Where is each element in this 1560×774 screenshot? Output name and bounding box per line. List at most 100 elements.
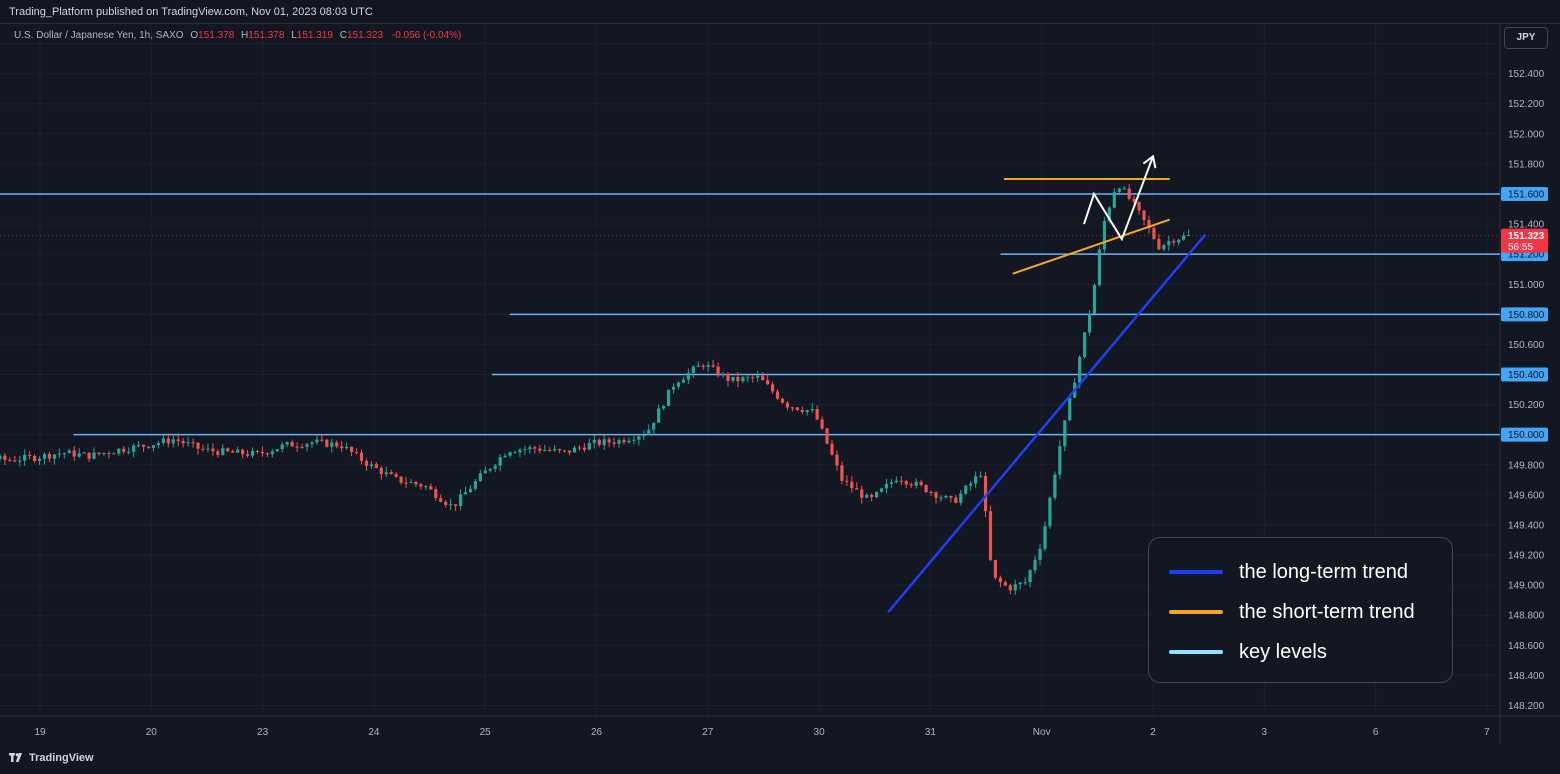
- candle-body: [1018, 582, 1022, 585]
- price-tick-label: 149.400: [1508, 520, 1545, 531]
- candle-body: [939, 497, 943, 499]
- tradingview-logo[interactable]: TradingView: [9, 752, 94, 764]
- candle-body: [607, 439, 611, 443]
- candle-body: [666, 389, 671, 407]
- candle-body: [399, 476, 403, 483]
- candle-body: [974, 476, 978, 484]
- low-label: L: [291, 30, 297, 41]
- tradingview-logo-text: TradingView: [29, 752, 94, 764]
- candle-body: [1137, 202, 1141, 211]
- time-tick-label: Nov: [1033, 727, 1051, 738]
- candle-body: [241, 449, 245, 455]
- candle-body: [622, 440, 626, 443]
- current-price-badge: [1501, 228, 1548, 253]
- candle-body: [231, 451, 235, 453]
- price-tick-label: 148.400: [1508, 671, 1545, 682]
- candle-body: [1053, 474, 1057, 498]
- candle-body: [879, 488, 884, 492]
- candle-body: [137, 444, 141, 446]
- candle-body: [52, 454, 57, 459]
- candle-body: [1028, 570, 1032, 583]
- candle-body: [117, 448, 121, 454]
- candle-body: [1043, 526, 1047, 549]
- candle-body: [884, 483, 889, 489]
- candle-body: [295, 446, 299, 448]
- close-value: 151.323: [346, 30, 384, 41]
- time-tick-label: 26: [591, 727, 603, 738]
- candle-body: [245, 454, 250, 456]
- candle-body: [919, 481, 923, 486]
- candle-body: [612, 442, 616, 444]
- candle-body: [741, 377, 745, 382]
- price-tick-label: 151.000: [1508, 280, 1545, 291]
- candle-body: [310, 442, 314, 445]
- candle-body: [894, 480, 898, 483]
- candle-body: [508, 452, 512, 456]
- time-tick-label: 23: [257, 727, 269, 738]
- candle-body: [13, 460, 17, 462]
- candle-body: [835, 454, 839, 466]
- candle-body: [518, 449, 522, 453]
- candle-body: [444, 501, 448, 505]
- candle-body: [830, 443, 834, 455]
- candle-body: [924, 485, 928, 492]
- candle-body: [1003, 582, 1007, 586]
- candle-body: [1013, 584, 1017, 591]
- candle-body: [954, 497, 958, 503]
- candle-body: [820, 419, 824, 429]
- price-tick-label: 150.200: [1508, 400, 1545, 411]
- candle-body: [97, 452, 101, 454]
- open-value: 151.378: [198, 30, 235, 41]
- candle-body: [533, 447, 537, 449]
- candle-body: [1033, 559, 1037, 571]
- candle-body: [825, 428, 829, 444]
- time-tick-label: 20: [146, 727, 158, 738]
- time-tick-label: 24: [368, 727, 380, 738]
- candle-body: [711, 365, 715, 367]
- time-tick-label: 31: [925, 727, 937, 738]
- candle-body: [226, 448, 230, 452]
- candle-body: [112, 453, 116, 455]
- candle-body: [780, 398, 785, 403]
- candle-body: [354, 451, 359, 453]
- candle-body: [181, 441, 185, 444]
- price-tick-label: 148.200: [1508, 701, 1545, 712]
- candle-body: [681, 379, 686, 383]
- candle-body: [320, 439, 324, 441]
- candle-body: [132, 445, 136, 452]
- candle-body: [860, 489, 864, 498]
- candle-body: [483, 470, 487, 474]
- candle-body: [1132, 198, 1136, 203]
- candle-body: [196, 442, 200, 449]
- candle-body: [72, 450, 76, 457]
- candle-body: [850, 481, 854, 489]
- candle-body: [1078, 356, 1082, 383]
- candle-body: [270, 451, 274, 455]
- candle-body: [498, 457, 502, 466]
- time-tick-label: 3: [1262, 727, 1268, 738]
- candle-body: [691, 366, 695, 373]
- candle-body: [1167, 241, 1171, 246]
- time-tick-label: 7: [1484, 727, 1490, 738]
- short-term-trend-line: [1012, 218, 1171, 275]
- candle-body: [513, 452, 517, 454]
- candle-body: [558, 449, 562, 451]
- candle-body: [201, 448, 205, 450]
- candle-body: [874, 491, 879, 498]
- candle-body: [969, 483, 973, 486]
- candle-body: [434, 489, 438, 499]
- candle-body: [528, 447, 532, 450]
- candle-body: [47, 453, 52, 459]
- time-tick-label: 30: [814, 727, 826, 738]
- candle-body: [87, 452, 91, 459]
- candle-body: [642, 434, 646, 437]
- candle-body: [340, 446, 344, 449]
- currency-button[interactable]: JPY: [1504, 27, 1548, 49]
- candle-body: [424, 486, 428, 488]
- symbol-name[interactable]: U.S. Dollar / Japanese Yen, 1h, SAXO: [14, 30, 184, 41]
- change-value: -0.056 (-0.04%): [391, 30, 462, 41]
- candle-body: [414, 482, 418, 485]
- legend-item-key-levels: key levels: [1169, 640, 1327, 664]
- candle-body: [285, 442, 289, 445]
- candle-body: [1122, 188, 1126, 190]
